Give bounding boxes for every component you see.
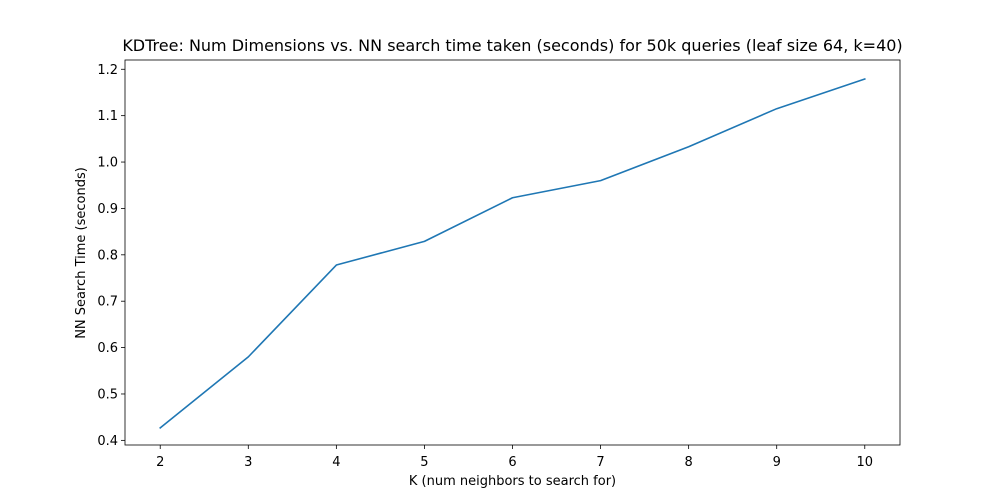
- x-axis-label: K (num neighbors to search for): [409, 474, 616, 489]
- y-tick-label: 0.6: [97, 341, 118, 356]
- x-tick-label: 8: [684, 455, 692, 470]
- x-tick-label: 9: [773, 455, 781, 470]
- y-tick-label: 1.0: [97, 156, 118, 171]
- y-axis-label: NN Search Time (seconds): [74, 167, 89, 339]
- x-tick-label: 5: [420, 455, 428, 470]
- plot-frame: [124, 59, 901, 446]
- x-tick-label: 7: [596, 455, 604, 470]
- x-tick-label: 6: [508, 455, 516, 470]
- plot-area: [124, 59, 901, 446]
- x-tick-label: 4: [332, 455, 340, 470]
- y-tick-label: 0.5: [97, 387, 118, 402]
- series-line: [159, 78, 866, 429]
- y-tick-label: 0.8: [97, 248, 118, 263]
- y-tick-label: 0.9: [97, 202, 118, 217]
- y-tick-label: 1.2: [97, 63, 118, 78]
- y-axis: 0.4 0.5 0.6 0.7 0.8 0.9 1.0 1.1 1.2: [97, 63, 125, 449]
- series-layer: [159, 78, 866, 429]
- x-tick-label: 10: [856, 455, 873, 470]
- chart-title: KDTree: Num Dimensions vs. NN search tim…: [122, 36, 902, 55]
- y-tick-label: 1.1: [97, 109, 118, 124]
- y-tick-label: 0.4: [97, 434, 118, 449]
- y-tick-label: 0.7: [97, 295, 118, 310]
- x-tick-label: 3: [244, 455, 252, 470]
- x-tick-label: 2: [156, 455, 164, 470]
- x-axis: 2 3 4 5 6 7 8 9 10: [156, 445, 873, 470]
